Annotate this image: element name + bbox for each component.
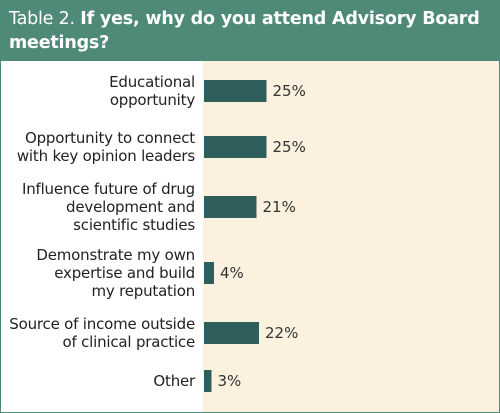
category-label-6: Other — [1, 372, 195, 390]
table-number: Table 2. — [9, 9, 75, 29]
bar-3 — [204, 196, 257, 218]
category-label-line: expertise and build — [54, 264, 195, 282]
plot-area — [203, 61, 499, 412]
category-label-4: Demonstrate my own expertise and build my … — [1, 246, 195, 300]
category-label-line: opportunity — [109, 91, 195, 109]
category-label-line: scientific studies — [73, 216, 195, 234]
value-label-4: 4% — [220, 264, 244, 282]
bar-2 — [204, 136, 267, 158]
category-label-line: with key opinion leaders — [16, 147, 195, 165]
value-label-3: 21% — [262, 198, 296, 216]
value-label-1: 25% — [272, 82, 306, 100]
category-label-line: Demonstrate my own — [36, 246, 195, 264]
category-label-1: Educational opportunity — [1, 73, 195, 109]
category-label-line: Influence future of drug — [21, 180, 195, 198]
value-label-2: 25% — [272, 138, 306, 156]
chart-header: Table 2. If yes, why do you attend Advis… — [1, 1, 499, 61]
bar-4 — [204, 262, 214, 284]
bar-6 — [204, 370, 212, 392]
chart-title: Table 2. If yes, why do you attend Advis… — [9, 7, 489, 55]
category-label-line: Other — [153, 372, 195, 390]
value-label-5: 22% — [265, 324, 299, 342]
value-label-6: 3% — [217, 372, 242, 390]
category-label-5: Source of income outside of clinical prac… — [1, 315, 195, 351]
category-label-line: of clinical practice — [62, 333, 195, 351]
category-label-line: Educational — [109, 73, 195, 91]
category-label-line: my reputation — [91, 282, 195, 300]
bar-5 — [204, 322, 259, 344]
question-text: If yes, why do you attend Advisory Board… — [9, 9, 480, 53]
category-label-line: Opportunity to connect — [24, 129, 195, 147]
category-label-line: Source of income outside — [9, 315, 195, 333]
bar-1 — [204, 80, 267, 102]
category-label-line: development and — [66, 198, 195, 216]
category-label-2: Opportunity to connect with key opinion l… — [1, 129, 195, 165]
category-label-3: Influence future of drug development and s… — [1, 180, 195, 234]
